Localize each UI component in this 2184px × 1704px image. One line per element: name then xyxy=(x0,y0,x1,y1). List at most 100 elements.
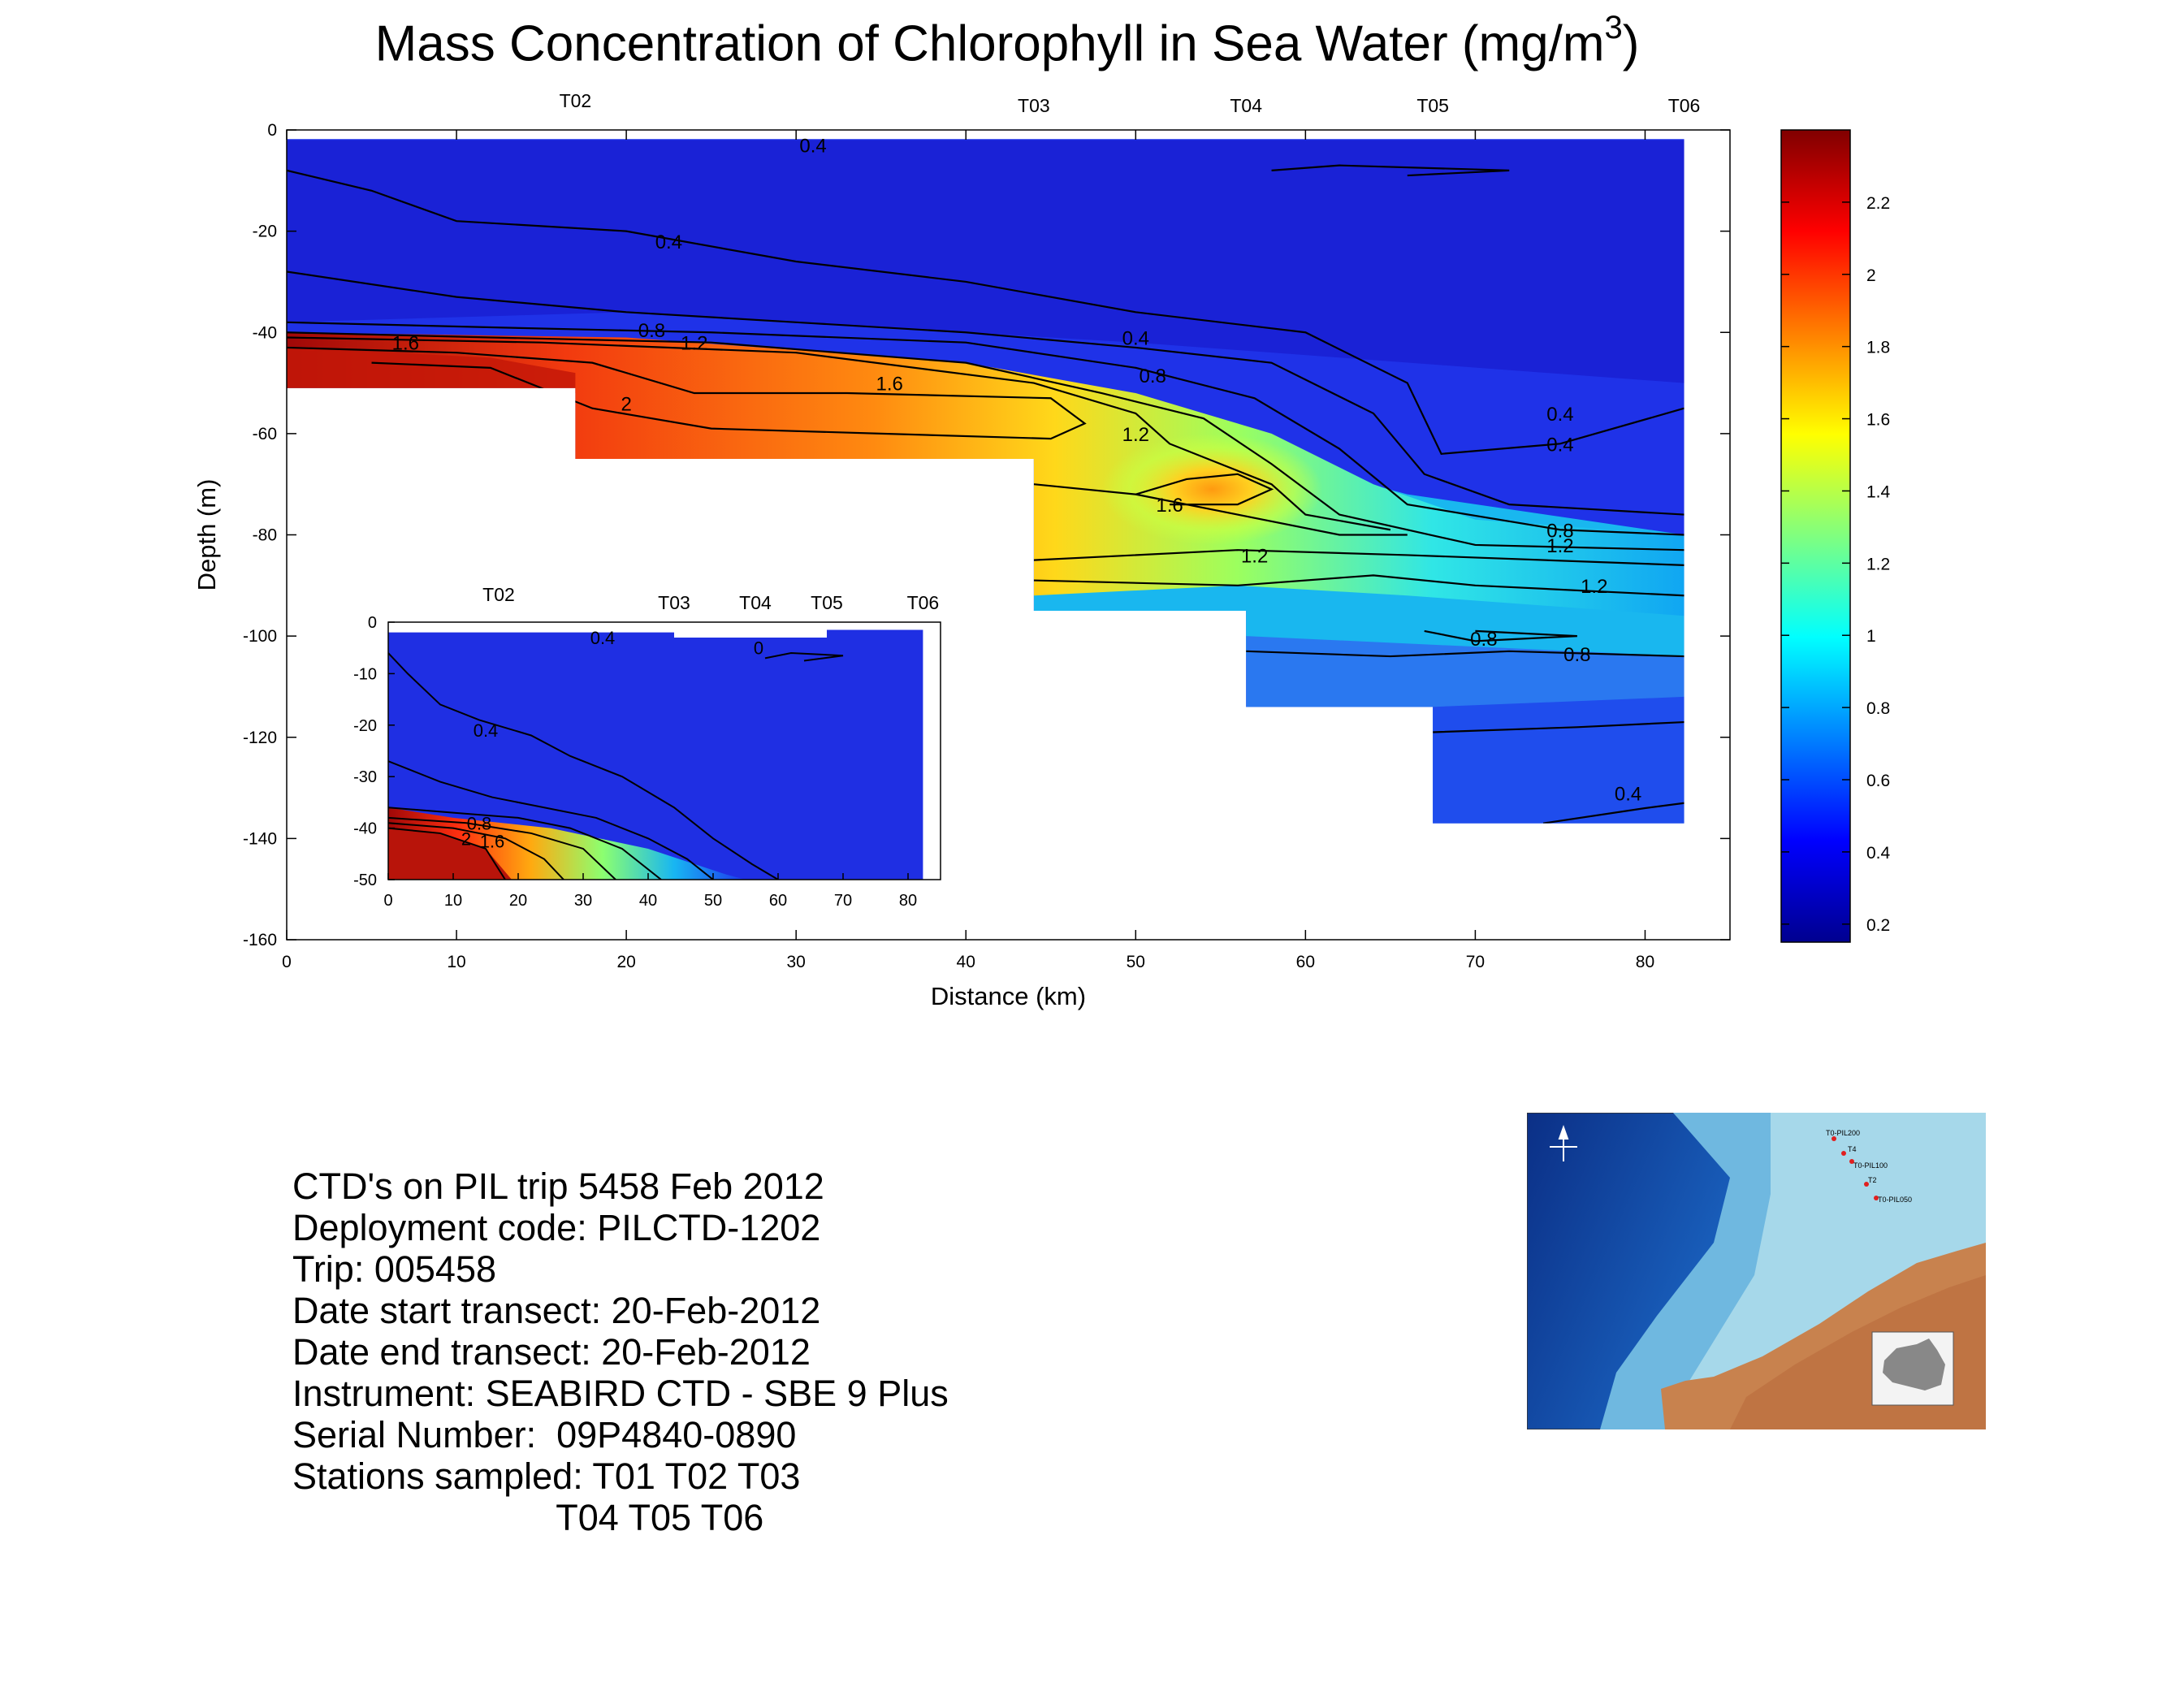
contour-label: 1.2 xyxy=(1122,424,1149,446)
x-tick-label: 70 xyxy=(1466,953,1485,971)
inset-contour-label: 0.4 xyxy=(590,628,616,648)
inset-x-tick-label: 80 xyxy=(899,892,917,910)
colorbar-tick-label: 1.2 xyxy=(1866,555,1890,573)
colorbar-tick-label: 0.4 xyxy=(1866,844,1891,863)
inset-contour-label: 1.6 xyxy=(480,831,505,851)
colorbar-tick-label: 1.4 xyxy=(1866,482,1891,501)
map-station-label: T0-PIL100 xyxy=(1853,1161,1888,1170)
station-label: T05 xyxy=(1416,95,1449,116)
colorbar-tick-label: 2 xyxy=(1866,266,1876,285)
colorbar-scale xyxy=(1781,130,1850,942)
y-axis-label: Depth (m) xyxy=(192,479,221,591)
x-tick-label: 10 xyxy=(447,953,465,971)
info-line: Date start transect: 20-Feb-2012 xyxy=(292,1290,949,1331)
contour-label: 1.2 xyxy=(681,333,707,355)
inset-x-tick-label: 60 xyxy=(769,892,787,910)
map-station-label: T4 xyxy=(1848,1145,1857,1153)
info-line: CTD's on PIL trip 5458 Feb 2012 xyxy=(292,1166,949,1207)
station-label: T03 xyxy=(1018,95,1050,116)
x-tick-label: 40 xyxy=(957,953,975,971)
inset-station-label: T02 xyxy=(482,584,515,605)
contour-label: 0.8 xyxy=(1563,644,1590,666)
colorbar-tick-label: 1 xyxy=(1866,627,1876,646)
transect-info: CTD's on PIL trip 5458 Feb 2012 Deploymen… xyxy=(292,1166,949,1538)
inset-y-tick-label: 0 xyxy=(368,614,377,632)
inset-x-tick-label: 40 xyxy=(639,892,657,910)
info-line: Date end transect: 20-Feb-2012 xyxy=(292,1331,949,1373)
colorbar: 2.2 2 1.8 1.6 1.4 1.2 1 0.8 0.6 0.4 0.2 xyxy=(1781,130,1891,942)
inset-x-tick-label: 70 xyxy=(834,892,852,910)
contour-label: 1.2 xyxy=(1581,576,1607,598)
contour-label: 1.6 xyxy=(392,333,419,355)
x-tick-label: 50 xyxy=(1127,953,1145,971)
inset-y-tick-label: -40 xyxy=(353,820,377,838)
colorbar-tick-label: 0.2 xyxy=(1866,916,1890,935)
location-map: T0-PIL200 T4 T0-PIL100 T2 T0-PIL050 xyxy=(1527,1113,1986,1434)
contour-label: 0.4 xyxy=(1615,783,1641,805)
contour-label: 1.2 xyxy=(1241,545,1268,567)
colorbar-tick-label: 2.2 xyxy=(1866,194,1890,213)
map-station-label: T0-PIL050 xyxy=(1878,1196,1912,1204)
contour-label: 1.6 xyxy=(1156,495,1183,517)
station-label: T06 xyxy=(1668,95,1701,116)
inset-station-label: T04 xyxy=(739,592,772,613)
inset-contour-label: 0 xyxy=(754,638,763,659)
y-tick-label: -80 xyxy=(253,526,277,545)
contour-label: 0.8 xyxy=(1470,629,1497,651)
inset-station-label: T05 xyxy=(811,592,843,613)
contour-label: 0.8 xyxy=(1140,365,1166,387)
x-tick-label: 30 xyxy=(786,953,805,971)
y-tick-label: -60 xyxy=(253,425,277,443)
info-line: Stations sampled: T01 T02 T03 xyxy=(292,1455,949,1497)
inset-x-tick-label: 10 xyxy=(444,892,462,910)
field-deep-bottom xyxy=(1433,697,1684,838)
contour-label: 0.4 xyxy=(655,231,682,253)
station-label: T04 xyxy=(1230,95,1262,116)
inset-y-tick-label: -10 xyxy=(353,665,377,683)
inset-plot: 0 10 20 30 40 50 60 70 800-10-20-30-40-50T02 T03 T… xyxy=(331,582,949,920)
y-tick-label: 0 xyxy=(267,121,277,140)
x-axis-label: Distance (km) xyxy=(931,982,1086,1010)
info-line: Trip: 005458 xyxy=(292,1248,949,1290)
contour-label: 0.4 xyxy=(1546,434,1573,456)
x-tick-label: 60 xyxy=(1296,953,1315,971)
info-line: Serial Number: 09P4840-0890 xyxy=(292,1414,949,1455)
inset-x-tick-label: 50 xyxy=(704,892,722,910)
y-tick-label: -140 xyxy=(243,829,277,848)
field-t04-maximum xyxy=(1101,434,1322,545)
inset-contour-label: 0.4 xyxy=(474,720,499,741)
contour-label: 1.6 xyxy=(876,374,902,396)
contour-label: 0.4 xyxy=(1546,404,1573,426)
contour-label: 2 xyxy=(621,393,631,415)
colorbar-tick-label: 1.8 xyxy=(1866,339,1890,357)
y-tick-label: -40 xyxy=(253,323,277,342)
inset-x-tick-label: 0 xyxy=(383,892,392,910)
inset-y-tick-label: -30 xyxy=(353,768,377,786)
contour-label: 0.8 xyxy=(638,320,665,342)
map-station-label: T0-PIL200 xyxy=(1826,1129,1860,1137)
inset-y-tick-label: -50 xyxy=(353,871,377,889)
station-label: T02 xyxy=(560,90,592,111)
y-tick-label: -120 xyxy=(243,729,277,747)
contour-label: 1.2 xyxy=(1546,535,1573,557)
inset-station-label: T03 xyxy=(658,592,690,613)
info-line: Deployment code: PILCTD-1202 xyxy=(292,1207,949,1248)
y-tick-label: -100 xyxy=(243,627,277,646)
info-line: T04 T05 T06 xyxy=(292,1497,949,1538)
inset-contour-label: 2 xyxy=(461,828,471,849)
contour-label: 0.4 xyxy=(1122,327,1149,349)
inset-x-tick-label: 20 xyxy=(509,892,527,910)
contour-label: 0.4 xyxy=(799,136,826,158)
colorbar-tick-label: 1.6 xyxy=(1866,411,1890,430)
x-tick-label: 20 xyxy=(616,953,635,971)
x-tick-label: 0 xyxy=(282,953,292,971)
info-line: Instrument: SEABIRD CTD - SBE 9 Plus xyxy=(292,1373,949,1414)
colorbar-tick-label: 0.6 xyxy=(1866,772,1890,790)
y-tick-label: -160 xyxy=(243,931,277,949)
inset-y-tick-label: -20 xyxy=(353,717,377,735)
inset-x-tick-label: 30 xyxy=(574,892,592,910)
colorbar-tick-label: 0.8 xyxy=(1866,699,1890,718)
inset-station-label: T06 xyxy=(907,592,940,613)
map-station-label: T2 xyxy=(1868,1176,1877,1184)
y-tick-label: -20 xyxy=(253,223,277,241)
